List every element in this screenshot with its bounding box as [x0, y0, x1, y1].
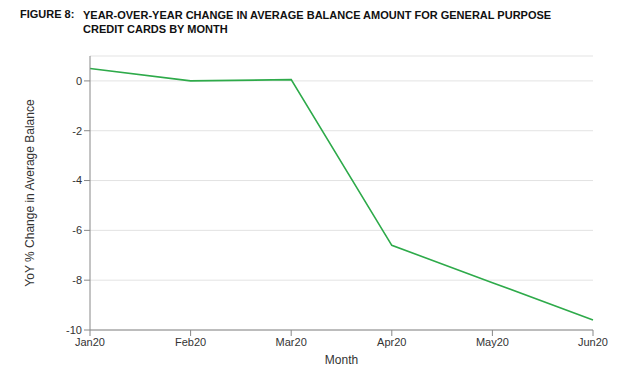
svg-text:-10: -10 — [66, 324, 82, 336]
svg-text:-2: -2 — [72, 125, 82, 137]
svg-text:Mar20: Mar20 — [276, 336, 307, 348]
svg-text:YoY % Change in Average Balanc: YoY % Change in Average Balance — [23, 99, 37, 287]
svg-text:Jun20: Jun20 — [578, 336, 608, 348]
svg-text:Month: Month — [325, 353, 358, 364]
html-text:FIGURE 8:: FIGURE 8: — [20, 8, 75, 20]
svg-text:0: 0 — [76, 75, 82, 87]
svg-text:-6: -6 — [72, 224, 82, 236]
svg-text:Jan20: Jan20 — [75, 336, 105, 348]
html-text:YEAR-OVER-YEAR CHANGE IN AVERA: YEAR-OVER-YEAR CHANGE IN AVERAGE BALANCE… — [83, 9, 552, 35]
svg-text:Feb20: Feb20 — [175, 336, 206, 348]
svg-text:Apr20: Apr20 — [377, 336, 406, 348]
svg-text:-4: -4 — [72, 174, 82, 186]
svg-text:-8: -8 — [72, 274, 82, 286]
svg-text:May20: May20 — [476, 336, 509, 348]
